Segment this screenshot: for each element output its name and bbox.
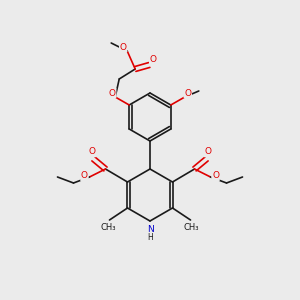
Text: O: O <box>120 43 127 52</box>
Text: O: O <box>184 88 191 98</box>
Text: O: O <box>150 55 157 64</box>
Text: H: H <box>147 232 153 242</box>
Text: N: N <box>147 226 153 235</box>
Text: O: O <box>204 148 211 157</box>
Text: O: O <box>109 88 116 98</box>
Text: O: O <box>212 172 219 181</box>
Text: O: O <box>81 172 88 181</box>
Text: O: O <box>89 148 96 157</box>
Text: CH₃: CH₃ <box>101 224 116 232</box>
Text: CH₃: CH₃ <box>184 224 199 232</box>
